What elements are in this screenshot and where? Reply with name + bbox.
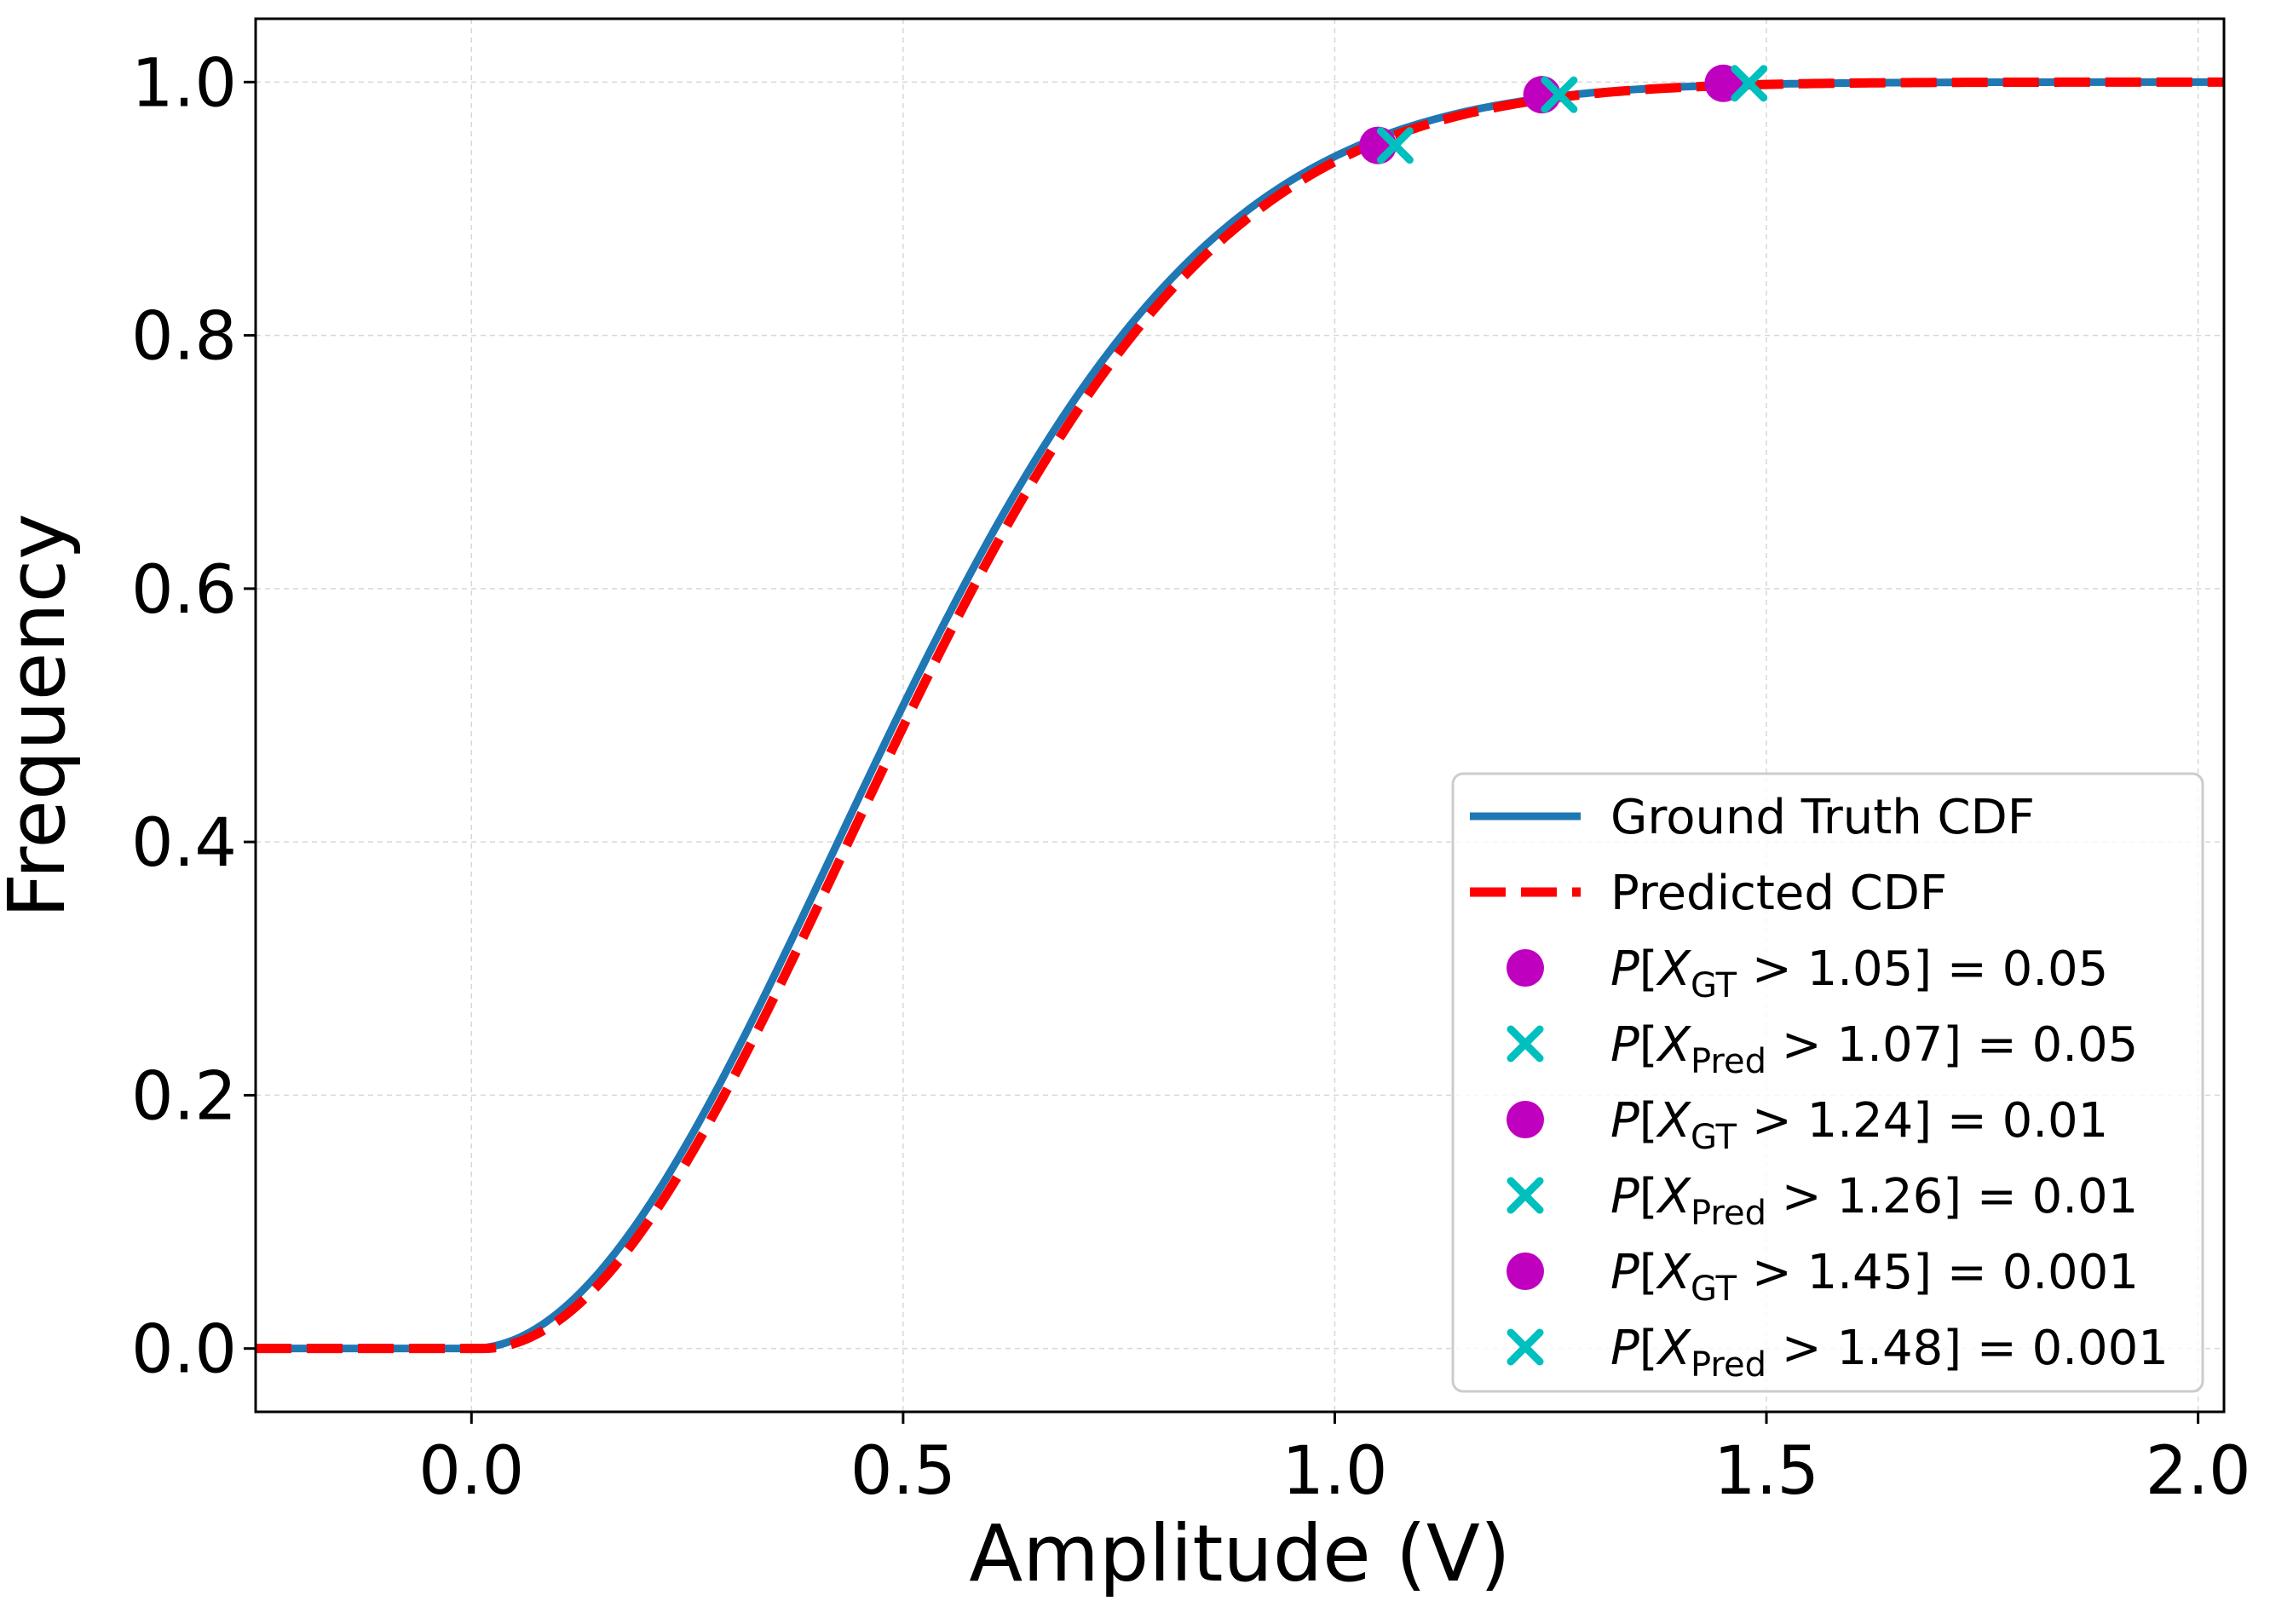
legend-threshold-value: 1.07 (1837, 1017, 1944, 1073)
legend-bracket-open: [ (1639, 1169, 1658, 1224)
x-tick-label: 1.5 (1714, 1433, 1819, 1510)
legend-gt-sign: > (1766, 1321, 1837, 1376)
y-tick-label: 0.8 (131, 299, 237, 376)
legend-equals: ] = (1943, 1321, 2031, 1376)
pred-threshold-point (1541, 76, 1578, 113)
legend-gt-sign: > (1766, 1017, 1837, 1073)
legend-prob-value: 0.01 (2002, 1093, 2109, 1149)
legend-gt-marker (1507, 1253, 1544, 1290)
legend-x-symbol: X (1656, 942, 1692, 997)
legend-equals: ] = (1913, 942, 2002, 997)
legend-p-symbol: P (1610, 942, 1639, 997)
marker-layer (1359, 64, 1768, 164)
legend-predicted-label: Predicted CDF (1610, 866, 1947, 921)
legend-p-symbol: P (1610, 1321, 1639, 1376)
series-layer (256, 77, 2224, 1354)
legend-x-symbol: X (1656, 1017, 1692, 1073)
y-tick-label: 0.6 (131, 552, 237, 629)
legend-p-symbol: P (1610, 1093, 1639, 1149)
legend-gt-marker (1507, 1101, 1544, 1138)
legend-bracket-open: [ (1639, 942, 1658, 997)
y-tick-label: 1.0 (131, 45, 237, 122)
y-axis-label: Frequency (0, 513, 83, 918)
legend-pred-marker (1507, 1177, 1544, 1214)
legend-threshold-value: 1.48 (1837, 1321, 1944, 1376)
legend-gt-sign: > (1737, 1093, 1807, 1149)
legend-subscript: GT (1691, 1118, 1737, 1157)
legend-threshold-label: P[XGT > 1.24] = 0.01 (1610, 1093, 2108, 1157)
legend-bracket-open: [ (1639, 1321, 1658, 1376)
legend-bracket-open: [ (1639, 1093, 1658, 1149)
legend-threshold-label: P[XPred > 1.07] = 0.05 (1610, 1017, 2138, 1081)
tick-layer: 0.0 0.5 1.0 1.5 2.0 0.0 0.2 0.4 0.6 0.8 1.0 (131, 45, 2251, 1510)
legend-ground-truth-label: Ground Truth CDF (1610, 790, 2035, 845)
legend-subscript: Pred (1691, 1194, 1766, 1233)
plot-frame (254, 17, 2226, 1414)
ground-truth-cdf-line (256, 78, 2224, 1353)
x-tick-label: 2.0 (2146, 1433, 2251, 1510)
x-axis-label: Amplitude (V) (969, 1508, 1510, 1599)
legend-x-symbol: X (1656, 1245, 1692, 1300)
y-tick-label: 0.4 (131, 805, 237, 882)
x-tick-label: 1.0 (1282, 1433, 1387, 1510)
gt-threshold-point (1704, 64, 1743, 102)
legend-subscript: Pred (1691, 1042, 1766, 1081)
legend-prob-value: 0.05 (2002, 942, 2109, 997)
legend-x-symbol: X (1656, 1169, 1692, 1224)
y-tick-label: 0.2 (131, 1058, 237, 1135)
legend-threshold-label: P[XPred > 1.26] = 0.01 (1610, 1169, 2138, 1233)
x-tick-label: 0.0 (418, 1433, 524, 1510)
legend-prob-value: 0.01 (2032, 1169, 2139, 1224)
legend-bracket-open: [ (1639, 1245, 1658, 1300)
legend-pred-marker (1507, 1025, 1544, 1063)
legend-equals: ] = (1913, 1245, 2002, 1300)
legend-threshold-label: P[XPred > 1.48] = 0.001 (1610, 1321, 2169, 1385)
legend-subscript: GT (1691, 1270, 1737, 1309)
legend-pred-marker (1507, 1328, 1544, 1366)
legend-gt-marker (1507, 949, 1544, 987)
x-tick-label: 0.5 (850, 1433, 956, 1510)
legend-p-symbol: P (1610, 1245, 1639, 1300)
legend-prob-value: 0.001 (2032, 1321, 2169, 1376)
legend-x-symbol: X (1656, 1321, 1692, 1376)
pred-threshold-point (1731, 65, 1768, 102)
legend-prob-value: 0.05 (2032, 1017, 2139, 1073)
predicted-cdf-line (256, 77, 2224, 1354)
legend-equals: ] = (1943, 1017, 2031, 1073)
legend-prob-value: 0.001 (2002, 1245, 2139, 1300)
legend-threshold-label: P[XGT > 1.05] = 0.05 (1610, 942, 2108, 1005)
legend-equals: ] = (1913, 1093, 2002, 1149)
legend-subscript: Pred (1691, 1345, 1766, 1385)
legend-threshold-value: 1.24 (1807, 1093, 1914, 1149)
legend-threshold-value: 1.45 (1807, 1245, 1914, 1300)
legend-subscript: GT (1691, 966, 1737, 1005)
y-tick-label: 0.0 (131, 1312, 237, 1389)
legend-p-symbol: P (1610, 1169, 1639, 1224)
legend-gt-sign: > (1737, 1245, 1807, 1300)
legend-p-symbol: P (1610, 1017, 1639, 1073)
legend-equals: ] = (1943, 1169, 2031, 1224)
legend-gt-sign: > (1766, 1169, 1837, 1224)
legend-box (1451, 772, 2204, 1393)
legend-bracket-open: [ (1639, 1017, 1658, 1073)
pred-threshold-point (1376, 127, 1414, 164)
legend-threshold-label: P[XGT > 1.45] = 0.001 (1610, 1245, 2139, 1309)
legend-x-symbol: X (1656, 1093, 1692, 1149)
legend-gt-sign: > (1737, 942, 1807, 997)
legend-threshold-value: 1.26 (1837, 1169, 1944, 1224)
legend-threshold-value: 1.05 (1807, 942, 1914, 997)
